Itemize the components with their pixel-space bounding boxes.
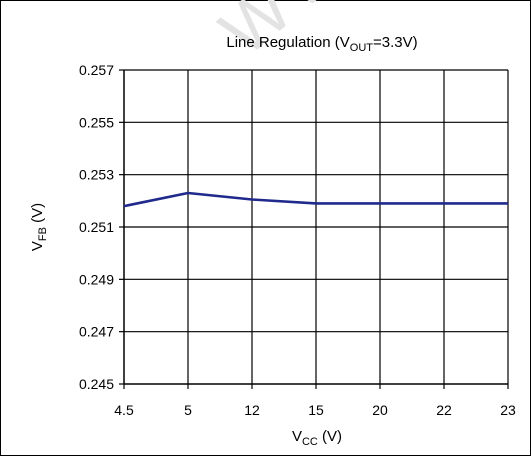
x-tick-label: 5 (184, 402, 192, 418)
chart-title-main: Line Regulation (V (226, 34, 349, 51)
x-tick-label: 23 (500, 402, 516, 418)
x-axis-label: VCC (V) (292, 428, 342, 448)
series-group (123, 191, 508, 208)
y-tick-labels: 0.257 0.255 0.253 0.251 0.249 0.247 0.245 (79, 62, 114, 392)
x-tick-labels: 4.5 5 12 15 20 22 23 (114, 402, 516, 418)
y-tick-label: 0.245 (79, 376, 114, 392)
chart-title: Line Regulation (VOUT=3.3V) (226, 34, 417, 54)
y-tick-label: 0.251 (79, 219, 114, 235)
x-tick-label: 22 (436, 402, 452, 418)
y-tick-label: 0.253 (79, 167, 114, 183)
y-axis-label-main: V (29, 241, 46, 251)
y-tick-label: 0.249 (79, 271, 114, 287)
x-tick-label: 4.5 (114, 402, 134, 418)
chart-title-tail: =3.3V) (373, 34, 418, 51)
x-tick-label: 12 (244, 402, 260, 418)
y-axis-label: VFB (V) (29, 203, 49, 251)
x-axis-label-tail: (V) (318, 428, 342, 445)
series-line (123, 191, 508, 208)
y-axis-label-sub: FB (37, 227, 49, 241)
y-tick-label: 0.257 (79, 62, 114, 78)
axes (119, 69, 509, 389)
grid-lines (124, 69, 509, 384)
x-axis-label-main: V (292, 428, 302, 445)
x-tick-label: 20 (372, 402, 388, 418)
y-axis-label-tail: (V) (29, 203, 46, 227)
y-tick-label: 0.247 (79, 324, 114, 340)
x-tick-label: 15 (308, 402, 324, 418)
y-tick-label: 0.255 (79, 114, 114, 130)
x-axis-label-sub: CC (302, 436, 318, 448)
chart-title-sub: OUT (350, 42, 374, 54)
